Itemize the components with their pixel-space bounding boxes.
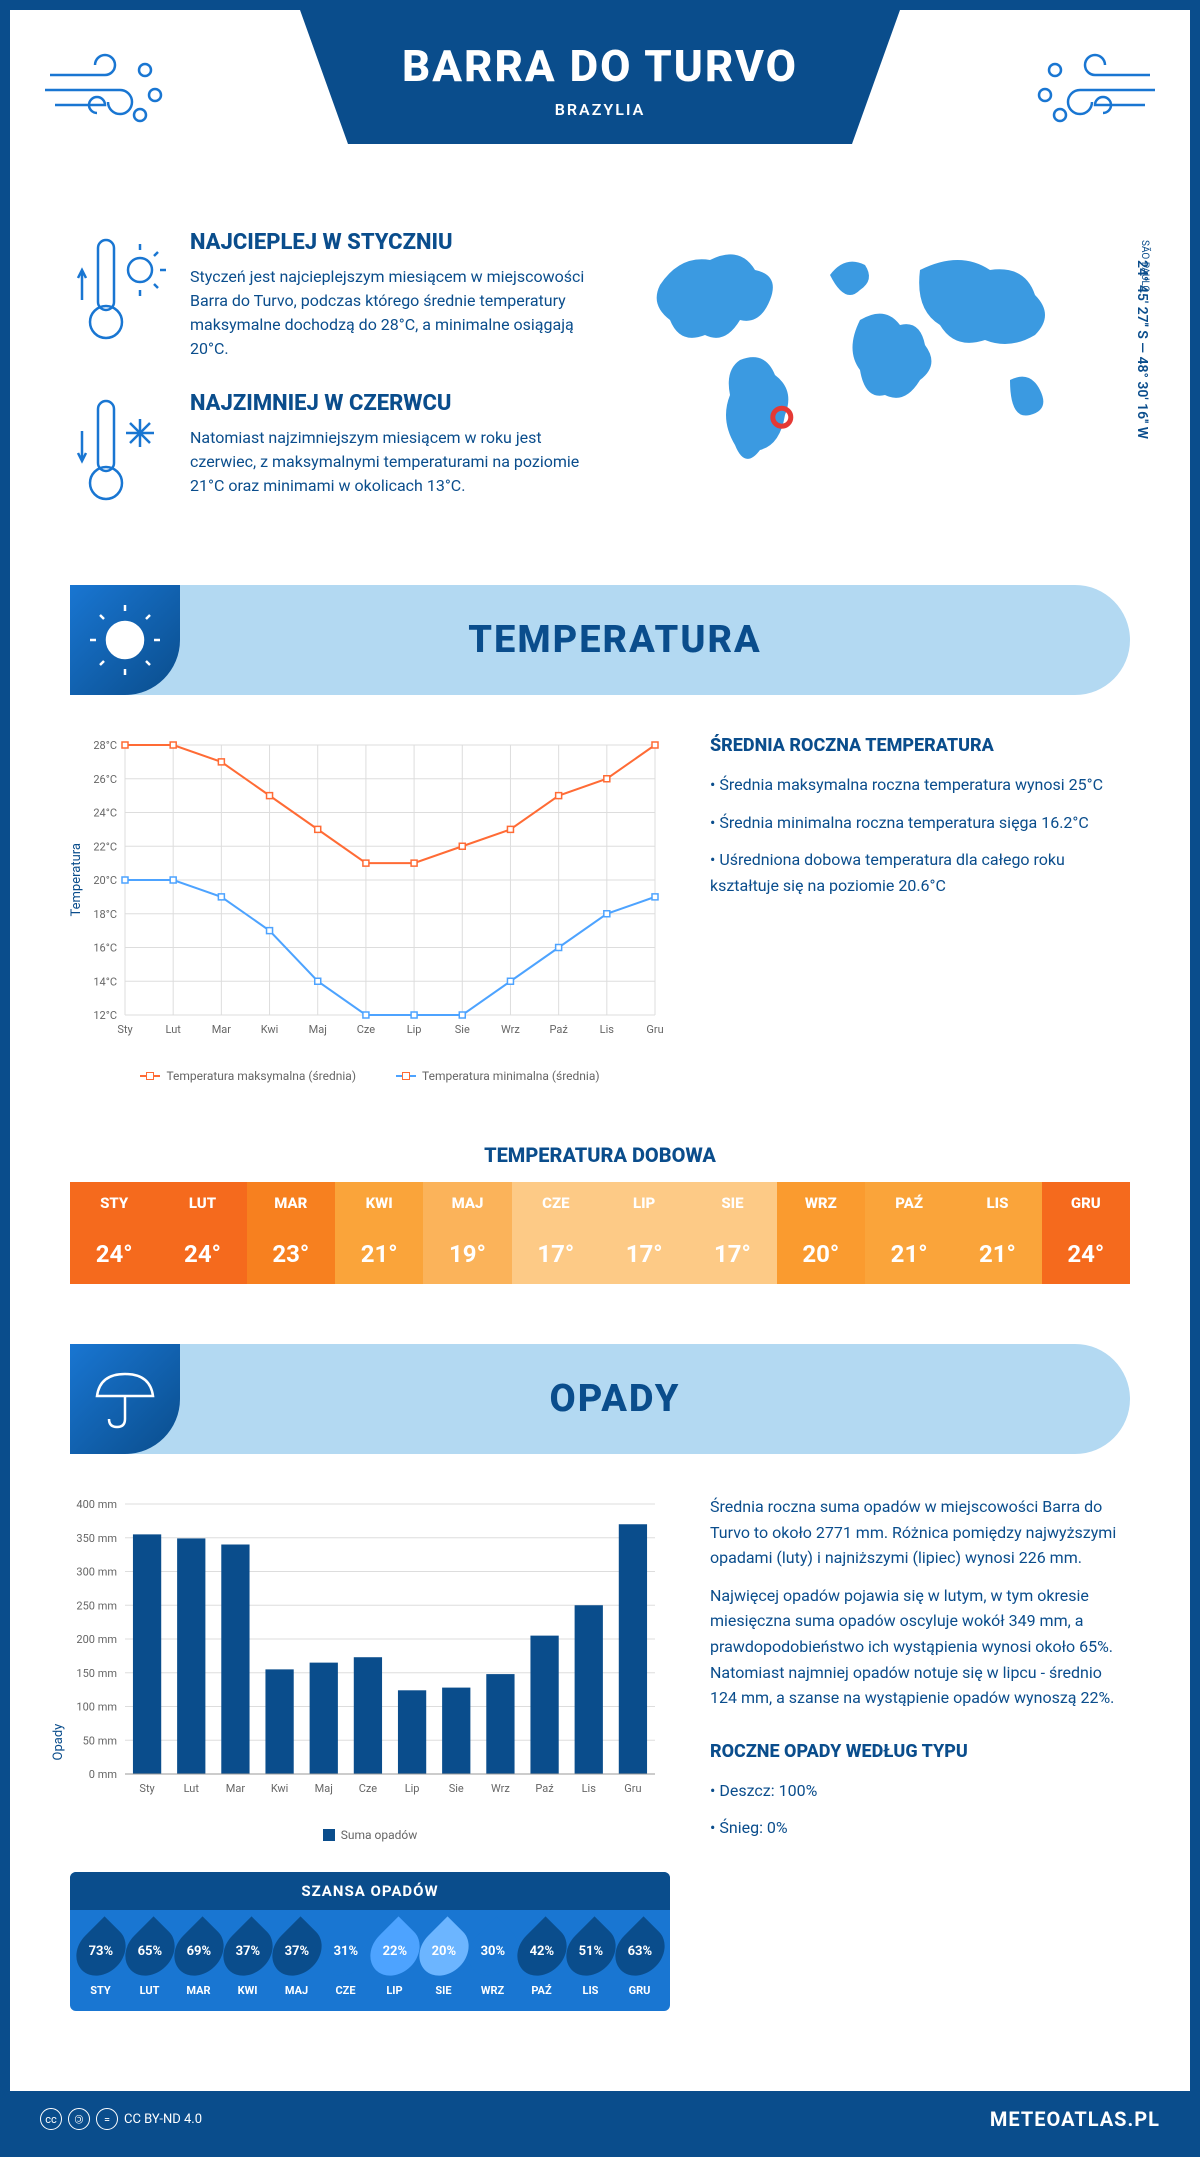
wind-icon bbox=[1020, 40, 1160, 144]
precip-type-title: ROCZNE OPADY WEDŁUG TYPU bbox=[710, 1741, 1130, 1762]
chance-item: 20%SIE bbox=[421, 1924, 466, 1997]
svg-text:22°C: 22°C bbox=[93, 840, 117, 853]
precip-section-banner: OPADY bbox=[70, 1344, 1130, 1454]
chance-item: 31%CZE bbox=[323, 1924, 368, 1997]
thermometer-cold-icon bbox=[70, 391, 170, 515]
thermometer-hot-icon bbox=[70, 230, 170, 361]
precip-type: Deszcz: 100% bbox=[710, 1778, 1130, 1804]
coords-label: 24° 45' 27'' S — 48° 30' 16'' W bbox=[1134, 260, 1150, 439]
precip-y-label: Opady bbox=[51, 1723, 66, 1760]
svg-text:Lut: Lut bbox=[166, 1023, 182, 1036]
nd-icon: = bbox=[96, 2108, 118, 2130]
svg-text:Lis: Lis bbox=[600, 1023, 615, 1036]
svg-text:28°C: 28°C bbox=[93, 739, 117, 752]
temp-legend: .legend-sw:nth-child(1)::after{border-co… bbox=[70, 1069, 670, 1083]
svg-text:Wrz: Wrz bbox=[491, 1782, 510, 1795]
chance-item: 22%LIP bbox=[372, 1924, 417, 1997]
daily-temp-table: STY24°LUT24°MAR23°KWI21°MAJ19°CZE17°LIP1… bbox=[70, 1182, 1130, 1284]
daily-temp-title: TEMPERATURA DOBOWA bbox=[10, 1143, 1190, 1167]
svg-text:Sty: Sty bbox=[117, 1023, 133, 1036]
svg-text:Maj: Maj bbox=[309, 1023, 327, 1036]
precip-legend: Suma opadów bbox=[70, 1828, 670, 1842]
chance-item: 30%WRZ bbox=[470, 1924, 515, 1997]
precip-title: OPADY bbox=[180, 1377, 1130, 1421]
by-icon: 🄯 bbox=[68, 2108, 90, 2130]
wind-icon bbox=[40, 40, 180, 144]
svg-text:250 mm: 250 mm bbox=[76, 1599, 117, 1612]
header-banner: BARRA DO TURVO BRAZYLIA bbox=[300, 10, 900, 144]
svg-text:Mar: Mar bbox=[226, 1782, 246, 1795]
svg-text:Paź: Paź bbox=[535, 1782, 554, 1795]
svg-text:Sie: Sie bbox=[449, 1782, 464, 1795]
chance-item: 63%GRU bbox=[617, 1924, 662, 1997]
svg-text:14°C: 14°C bbox=[93, 975, 117, 988]
svg-text:Maj: Maj bbox=[315, 1782, 333, 1795]
hot-text: Styczeń jest najcieplejszym miesiącem w … bbox=[190, 265, 590, 361]
svg-text:Cze: Cze bbox=[359, 1782, 378, 1795]
svg-text:Paź: Paź bbox=[549, 1023, 568, 1036]
svg-text:Sty: Sty bbox=[139, 1782, 155, 1795]
svg-text:26°C: 26°C bbox=[93, 773, 117, 786]
chance-title: SZANSA OPADÓW bbox=[70, 1872, 670, 1910]
site-name: METEOATLAS.PL bbox=[990, 2107, 1160, 2131]
svg-text:100 mm: 100 mm bbox=[76, 1701, 117, 1714]
footer: cc 🄯 = CC BY-ND 4.0 METEOATLAS.PL bbox=[10, 2091, 1190, 2147]
country-subtitle: BRAZYLIA bbox=[380, 100, 820, 119]
chance-item: 37%KWI bbox=[225, 1924, 270, 1997]
svg-text:16°C: 16°C bbox=[93, 942, 117, 955]
license-text: CC BY-ND 4.0 bbox=[124, 2112, 202, 2127]
svg-text:12°C: 12°C bbox=[93, 1009, 117, 1022]
svg-text:Sie: Sie bbox=[455, 1023, 470, 1036]
svg-text:50 mm: 50 mm bbox=[83, 1734, 117, 1747]
chance-item: 69%MAR bbox=[176, 1924, 221, 1997]
cold-title: NAJZIMNIEJ W CZERWCU bbox=[190, 391, 590, 416]
svg-text:Lut: Lut bbox=[184, 1782, 200, 1795]
world-map bbox=[630, 230, 1090, 490]
svg-text:18°C: 18°C bbox=[93, 908, 117, 921]
svg-text:350 mm: 350 mm bbox=[76, 1532, 117, 1545]
chance-item: 65%LUT bbox=[127, 1924, 172, 1997]
svg-text:Gru: Gru bbox=[624, 1782, 641, 1795]
svg-text:Lis: Lis bbox=[582, 1782, 597, 1795]
chance-panel: SZANSA OPADÓW 73%STY65%LUT69%MAR37%KWI37… bbox=[70, 1872, 670, 2011]
svg-text:24°C: 24°C bbox=[93, 807, 117, 820]
temperature-line-chart: 12°C 14°C 16°C 18°C 20°C 22°C 24°C 26°C 28°C Sty L… bbox=[70, 735, 670, 1055]
temp-fact: Uśredniona dobowa temperatura dla całego… bbox=[710, 847, 1130, 898]
svg-text:20°C: 20°C bbox=[93, 874, 117, 887]
temp-facts-title: ŚREDNIA ROCZNA TEMPERATURA bbox=[710, 735, 1130, 756]
city-title: BARRA DO TURVO bbox=[380, 40, 820, 92]
svg-text:400 mm: 400 mm bbox=[76, 1498, 117, 1511]
precip-type: Śnieg: 0% bbox=[710, 1815, 1130, 1841]
svg-text:Kwi: Kwi bbox=[271, 1782, 289, 1795]
svg-text:150 mm: 150 mm bbox=[76, 1667, 117, 1680]
umbrella-icon bbox=[70, 1344, 180, 1454]
svg-text:Lip: Lip bbox=[407, 1023, 422, 1036]
temp-fact: Średnia minimalna roczna temperatura się… bbox=[710, 810, 1130, 836]
svg-text:200 mm: 200 mm bbox=[76, 1633, 117, 1646]
svg-text:300 mm: 300 mm bbox=[76, 1566, 117, 1579]
sun-icon bbox=[70, 585, 180, 695]
cc-icon: cc bbox=[40, 2108, 62, 2130]
svg-text:Cze: Cze bbox=[357, 1023, 376, 1036]
precip-text-1: Średnia roczna suma opadów w miejscowośc… bbox=[710, 1494, 1130, 1571]
temp-section-banner: TEMPERATURA bbox=[70, 585, 1130, 695]
svg-text:Gru: Gru bbox=[646, 1023, 663, 1036]
svg-text:Lip: Lip bbox=[405, 1782, 420, 1795]
temp-y-label: Temperatura bbox=[69, 843, 84, 916]
cold-text: Natomiast najzimniejszym miesiącem w rok… bbox=[190, 426, 590, 498]
temp-fact: Średnia maksymalna roczna temperatura wy… bbox=[710, 772, 1130, 798]
svg-text:Mar: Mar bbox=[212, 1023, 232, 1036]
temp-title: TEMPERATURA bbox=[180, 618, 1130, 662]
svg-text:Wrz: Wrz bbox=[501, 1023, 520, 1036]
svg-text:Kwi: Kwi bbox=[261, 1023, 279, 1036]
precip-text-2: Najwięcej opadów pojawia się w lutym, w … bbox=[710, 1583, 1130, 1711]
hot-title: NAJCIEPLEJ W STYCZNIU bbox=[190, 230, 590, 255]
svg-text:0 mm: 0 mm bbox=[89, 1768, 117, 1781]
chance-item: 37%MAJ bbox=[274, 1924, 319, 1997]
chance-item: 51%LIS bbox=[568, 1924, 613, 1997]
chance-item: 42%PAŹ bbox=[519, 1924, 564, 1997]
precipitation-bar-chart: 0 mm 50 mm 100 mm 150 mm 200 mm 250 mm 300 mm 3… bbox=[70, 1494, 670, 1814]
chance-item: 73%STY bbox=[78, 1924, 123, 1997]
